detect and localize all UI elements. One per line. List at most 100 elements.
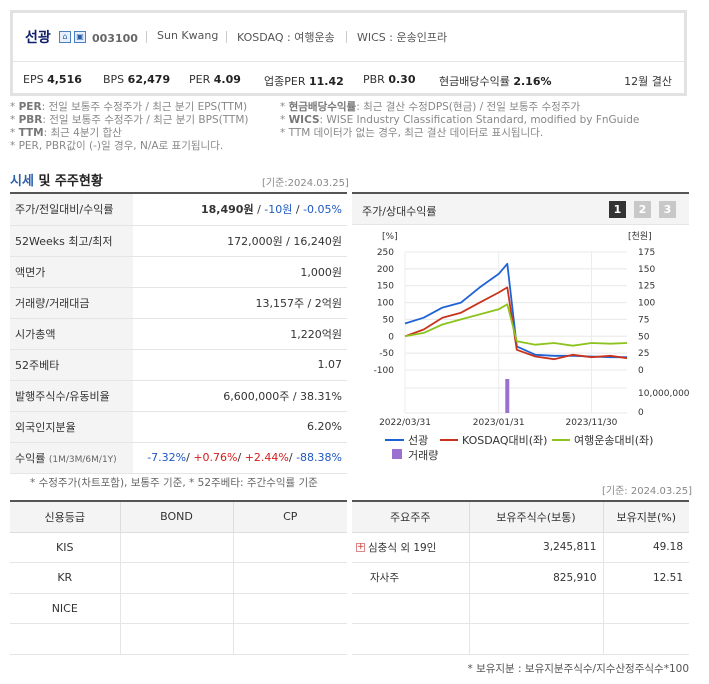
row-label: 52Weeks 최고/최저: [10, 225, 133, 257]
stat-bps: BPS 62,479: [103, 73, 170, 86]
right-tick-label: 75: [638, 315, 649, 325]
holder-name: [352, 623, 469, 655]
holders-footnote: * 보유지분 : 보유지분주식수/지수산정주식수*100: [467, 663, 689, 675]
section-title: 시세 및 주주현황: [10, 170, 103, 189]
row-value: 1.07: [133, 349, 347, 381]
agency-name: [10, 623, 120, 655]
price-table-footnote: * 수정주가(차트포함), 보통주 기준, * 52주베타: 주간수익률 기준: [30, 477, 318, 489]
table-row: NICE: [10, 593, 347, 624]
holder-shares: 825,910: [468, 562, 603, 594]
stat-value: 4,516: [47, 73, 82, 86]
row-label: 액면가: [10, 256, 133, 288]
row-label: 52주베타: [10, 349, 133, 381]
note-key: WICS: [288, 114, 320, 126]
stat-label: PBR: [363, 73, 385, 86]
series-line: [404, 303, 628, 347]
cp-rating: [232, 623, 347, 655]
right-tick-label: 150: [638, 265, 655, 275]
table-top-border: [10, 500, 347, 502]
shareholders-table: 주요주주 보유주식수(보통) 보유지분(%) + 심충식 외 19인 3,245,…: [352, 502, 689, 655]
expand-plus-icon[interactable]: +: [356, 542, 365, 553]
table-row: 자사주 825,910 12.51: [352, 562, 689, 594]
table-top-border: [10, 192, 347, 194]
chart-legend: 선광 KOSDAQ대비(좌) 여행운송대비(좌) 거래량: [385, 434, 653, 462]
holder-name: [352, 593, 469, 624]
table-row: 52Weeks 최고/최저 172,000원 / 16,240원: [10, 225, 347, 257]
right-tick-label: 100: [638, 299, 655, 309]
chart-tab-3[interactable]: 3: [659, 201, 676, 218]
left-tick-label: -50: [379, 349, 394, 359]
note-key: 현금배당수익률: [288, 101, 357, 113]
wics-info: WICS : 운송인프라: [357, 31, 448, 44]
row-value: 6.20%: [133, 411, 347, 443]
returns-value: -7.32%/ +0.76%/ +2.44%/ -88.38%: [133, 442, 347, 474]
holder-pct: [602, 623, 689, 655]
table-row: 거래량/거래대금 13,157주 / 2억원: [10, 287, 347, 319]
table-row: 액면가 1,000원: [10, 256, 347, 288]
stat-value: 11.42: [308, 75, 344, 88]
table-row: KR: [10, 562, 347, 594]
chart-top-border: [352, 192, 689, 194]
price-return: -0.05%: [303, 203, 342, 217]
row-label: 외국인지분율: [10, 411, 133, 443]
section-title-b: 및 주주현황: [33, 174, 103, 189]
table-row: [352, 623, 689, 655]
stat-value: 4.09: [213, 73, 241, 86]
stat-industry-per: 업종PER 11.42: [264, 73, 344, 89]
row-label-sub: (1M/3M/6M/1Y): [48, 454, 117, 465]
table-header-row: 신용등급 BOND CP: [10, 502, 347, 533]
cp-rating: [232, 593, 347, 624]
return-1y: -88.38%: [296, 451, 342, 464]
agency-name: KR: [10, 562, 120, 594]
x-tick-label: 2023/11/30: [566, 418, 618, 428]
series-line: [404, 286, 628, 361]
home-icon[interactable]: ⌂: [59, 31, 71, 43]
row-value: 13,157주 / 2억원: [133, 287, 347, 319]
stat-label: 현금배당수익률: [439, 75, 510, 88]
row-value: 172,000원 / 16,240원: [133, 225, 347, 257]
chart-grid: [404, 251, 627, 414]
left-axis-ticks: 250 200 150 100 50 0 -50 -100: [374, 248, 395, 376]
basis-date: [기준:2024.03.25]: [262, 178, 349, 189]
note-row: * PER: 전일 보통주 수정주가 / 최근 분기 EPS(TTM): [10, 101, 248, 113]
settlement-month: 12월 결산: [624, 75, 672, 88]
left-tick-label: 250: [377, 248, 394, 258]
right-tick-label: 125: [638, 282, 655, 292]
x-axis-ticks: 2022/03/31 2023/01/31 2023/11/30: [379, 418, 618, 428]
chart-tab-2[interactable]: 2: [634, 201, 651, 218]
note-row: * TTM 데이터가 없는 경우, 최근 결산 데이터로 표시됩니다.: [280, 127, 544, 139]
note-key: TTM: [18, 127, 44, 139]
legend-swatch: [392, 449, 402, 459]
price-table: 주가/전일대비/수익률 18,490원 / -10원 / -0.05% 52We…: [10, 194, 347, 474]
column-header: 신용등급: [10, 502, 120, 533]
price-value: 18,490원 / -10원 / -0.05%: [133, 194, 347, 226]
agency-name: NICE: [10, 593, 120, 624]
right-axis-ticks: 175 150 125 100 75 50 25 0: [638, 248, 655, 376]
holder-shares: 3,245,811: [468, 532, 603, 563]
holder-name-text[interactable]: 심충식 외 19인: [368, 541, 437, 554]
column-header: 주요주주: [352, 502, 469, 533]
note-text: : 최근 결산 수정DPS(현금) / 전일 보통주 수정주가: [356, 101, 581, 113]
table-row: [10, 623, 347, 655]
left-tick-label: -100: [374, 366, 395, 376]
row-label: 거래량/거래대금: [10, 287, 133, 319]
table-row: [352, 593, 689, 624]
table-row: 52주베타 1.07: [10, 349, 347, 381]
x-tick-label: 2023/01/31: [473, 418, 525, 428]
left-tick-label: 0: [388, 332, 394, 342]
definition-notes: * PER: 전일 보통주 수정주가 / 최근 분기 EPS(TTM) * PB…: [10, 101, 249, 153]
divider: [13, 61, 684, 62]
legend-label: 여행운송대비(좌): [574, 434, 653, 447]
volume-axis-tick: 10,000,000: [638, 389, 689, 399]
english-name: Sun Kwang: [157, 29, 219, 42]
holder-name: + 심충식 외 19인: [352, 532, 469, 563]
legend-label: KOSDAQ대비(좌): [462, 434, 547, 447]
cp-rating: [232, 562, 347, 594]
note-row: * 현금배당수익률: 최근 결산 수정DPS(현금) / 전일 보통주 수정주가: [280, 101, 581, 113]
company-name[interactable]: 선광: [25, 30, 51, 46]
bond-rating: [119, 623, 233, 655]
chart-tab-1[interactable]: 1: [609, 201, 626, 218]
chart-header: 주가/상대수익률 1 2 3: [352, 194, 689, 225]
building-icon[interactable]: ▣: [74, 31, 86, 43]
